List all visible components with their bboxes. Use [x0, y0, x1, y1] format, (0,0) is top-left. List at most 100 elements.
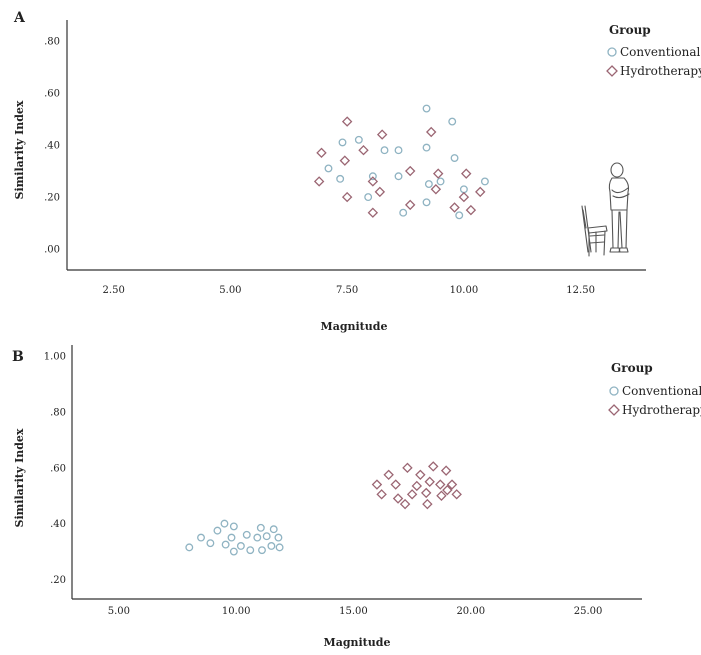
panel-a-label: A — [13, 10, 26, 26]
panel-a-y-tick-label: .60 — [44, 88, 60, 99]
hydrotherapy-data-point — [430, 184, 442, 195]
conventional-data-point — [338, 138, 347, 147]
panel-a-y-tick-label: .40 — [44, 141, 60, 152]
panel-a-legend-hydrotherapy-marker — [606, 65, 618, 77]
hydrotherapy-data-point — [399, 498, 411, 510]
conventional-data-point — [258, 546, 266, 555]
conventional-data-point — [236, 542, 245, 550]
conventional-data-point — [229, 547, 238, 556]
panel-a-data-points — [313, 104, 489, 220]
hydrotherapy-data-point — [449, 202, 460, 213]
conventional-data-point — [480, 177, 489, 186]
hydrotherapy-data-point — [390, 479, 401, 490]
hydrotherapy-data-point — [451, 489, 462, 500]
hydrotherapy-data-point — [436, 490, 447, 501]
hydrotherapy-data-point — [428, 461, 439, 472]
panel-b-legend-hydrotherapy-marker — [608, 404, 620, 416]
panel-b-y-axis-title: Similarity Index — [13, 428, 26, 527]
conventional-data-point — [368, 172, 377, 181]
hydrotherapy-data-point — [376, 129, 388, 140]
conventional-data-point — [242, 530, 251, 539]
panel-a-x-axis-title: Magnitude — [321, 320, 388, 333]
conventional-data-point — [394, 146, 403, 155]
conventional-data-point — [394, 172, 403, 181]
conventional-data-point — [213, 526, 222, 535]
hydrotherapy-data-point — [358, 144, 369, 156]
conventional-data-point — [256, 523, 265, 532]
conventional-data-point — [197, 533, 205, 542]
conventional-data-point — [229, 522, 238, 531]
hydrotherapy-data-point — [440, 465, 452, 476]
panel-b-y-tick-label: .20 — [50, 575, 66, 586]
hydrotherapy-data-point — [383, 469, 394, 481]
hydrotherapy-data-point — [446, 479, 458, 490]
conventional-data-point — [380, 146, 389, 155]
panel-b-y-tick-label: .80 — [50, 407, 66, 418]
conventional-data-point — [422, 198, 431, 207]
panel-b-data-points — [185, 461, 462, 556]
conventional-data-point — [436, 177, 445, 186]
hydrotherapy-data-point — [341, 116, 353, 127]
hydrotherapy-data-point — [392, 493, 404, 504]
panel-b-label: B — [12, 349, 24, 365]
panel-b-x-ticks: 5.00 10.00 15.00 20.00 25.00 — [108, 606, 603, 617]
hydrotherapy-data-point — [422, 498, 433, 510]
panel-a-legend: Group Conventional Hydrotherapy — [606, 23, 701, 78]
panel-a-x-tick-label: 5.00 — [219, 285, 241, 296]
hydrotherapy-data-point — [367, 176, 379, 187]
panel-a-legend-conventional-marker — [607, 47, 617, 57]
conventional-data-point — [336, 174, 345, 183]
panel-a-y-tick-label: .00 — [44, 245, 60, 256]
panel-a-legend-conventional-label: Conventional — [620, 45, 701, 59]
panel-b-y-tick-label: .40 — [50, 519, 66, 530]
hydrotherapy-data-point — [432, 168, 444, 179]
panel-a-y-tick-label: .80 — [44, 36, 60, 47]
hydrotherapy-data-point — [341, 191, 353, 203]
hydrotherapy-data-point — [313, 176, 325, 187]
panel-a-y-axis-title: Similarity Index — [13, 100, 26, 199]
conventional-data-point — [267, 542, 276, 550]
hydrotherapy-data-point — [425, 126, 437, 138]
conventional-data-point — [364, 193, 373, 202]
conventional-data-point — [185, 543, 194, 552]
conventional-data-point — [246, 546, 255, 555]
conventional-data-point — [262, 532, 271, 541]
conventional-data-point — [424, 180, 433, 189]
panel-a-x-ticks: 2.50 5.00 7.50 10.00 12.50 — [103, 285, 595, 296]
panel-b-y-tick-label: 1.00 — [44, 352, 66, 363]
panel-a-x-tick-label: 2.50 — [103, 285, 125, 296]
hydrotherapy-data-point — [475, 186, 486, 198]
panel-b-x-tick-label: 10.00 — [222, 606, 251, 617]
panel-b-legend-conventional-label: Conventional — [622, 384, 701, 398]
hydrotherapy-data-point — [406, 489, 418, 500]
panel-b-y-tick-label: .60 — [50, 463, 66, 474]
conventional-data-point — [422, 104, 431, 113]
hydrotherapy-data-point — [402, 462, 413, 474]
panel-a-y-tick-label: .20 — [44, 193, 60, 204]
panel-a-x-tick-label: 7.50 — [336, 285, 358, 296]
conventional-data-point — [399, 208, 408, 217]
panel-b-x-axis-title: Magnitude — [324, 636, 391, 649]
panel-b-legend-title: Group — [611, 361, 653, 375]
panel-a-x-tick-label: 12.50 — [566, 285, 595, 296]
panel-b-scatter-chart: B .20 .40 .60 .80 1.00 5.00 10.00 15.00 20.00 25… — [12, 345, 701, 649]
panel-a-y-ticks: .00 .20 .40 .60 .80 — [44, 36, 60, 255]
conventional-data-point — [206, 539, 215, 548]
panel-b-x-tick-label: 15.00 — [339, 606, 368, 617]
panel-a-x-tick-label: 10.00 — [450, 285, 479, 296]
conventional-data-point — [354, 135, 363, 144]
conventional-data-point — [253, 533, 262, 542]
hydrotherapy-data-point — [435, 479, 446, 490]
conventional-data-point — [269, 525, 278, 534]
conventional-data-point — [275, 543, 284, 552]
hydrotherapy-data-point — [442, 484, 453, 496]
panel-b-legend: Group Conventional Hydrotherapy — [608, 361, 701, 417]
conventional-data-point — [227, 533, 236, 542]
hydrotherapy-data-point — [420, 487, 432, 499]
hydrotherapy-data-point — [415, 469, 426, 481]
hydrotherapy-data-point — [424, 476, 435, 487]
hydrotherapy-data-point — [374, 186, 386, 198]
hydrotherapy-data-point — [404, 199, 416, 211]
panel-b-x-tick-label: 5.00 — [108, 606, 130, 617]
hydrotherapy-data-point — [404, 165, 416, 177]
